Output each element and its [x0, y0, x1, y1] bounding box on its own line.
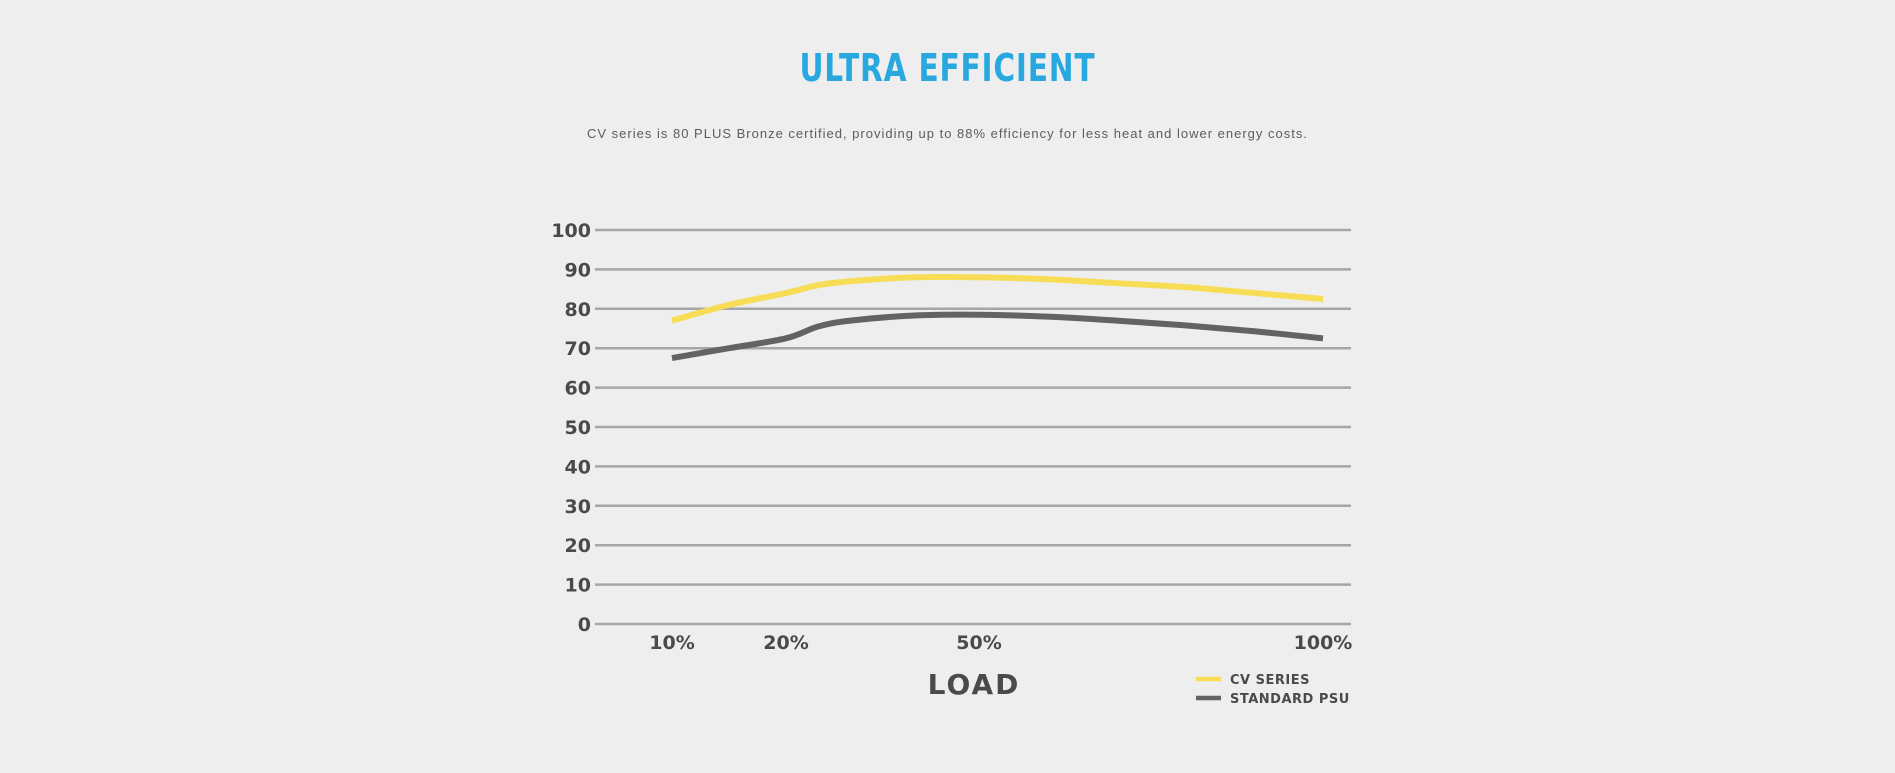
y-tick-label-0: 0 [578, 614, 591, 636]
page-subtitle: CV series is 80 PLUS Bronze certified, p… [587, 126, 1308, 141]
y-tick-label-60: 60 [565, 378, 591, 400]
y-tick-label-10: 10 [565, 575, 591, 597]
y-tick-label-70: 70 [565, 338, 591, 360]
y-tick-label-80: 80 [565, 299, 591, 321]
legend-label-1: STANDARD PSU [1230, 692, 1350, 707]
x-tick-label-50: 50% [956, 632, 1001, 654]
y-tick-label-30: 30 [565, 496, 591, 518]
y-tick-label-90: 90 [565, 259, 591, 281]
y-tick-label-100: 100 [551, 220, 591, 242]
x-tick-label-10: 10% [649, 632, 694, 654]
legend: CV SERIES STANDARD PSU [1196, 673, 1350, 707]
x-axis-ticks: 10% 20% 50% 100% [649, 632, 1352, 654]
y-tick-label-20: 20 [565, 535, 591, 557]
y-tick-label-50: 50 [565, 417, 591, 439]
page-title: ULTRA EFFICIENT [799, 46, 1096, 90]
y-tick-label-40: 40 [565, 456, 591, 478]
series-lines [671, 273, 1324, 362]
series-line-0 [671, 273, 1324, 324]
y-axis-ticks: 0 10 20 30 40 50 60 70 80 90 100 [551, 220, 591, 636]
series-line-1 [671, 311, 1324, 362]
x-axis-label: LOAD [928, 668, 1021, 701]
x-tick-label-20: 20% [763, 632, 808, 654]
x-tick-label-100: 100% [1294, 632, 1353, 654]
legend-label-0: CV SERIES [1230, 673, 1310, 688]
